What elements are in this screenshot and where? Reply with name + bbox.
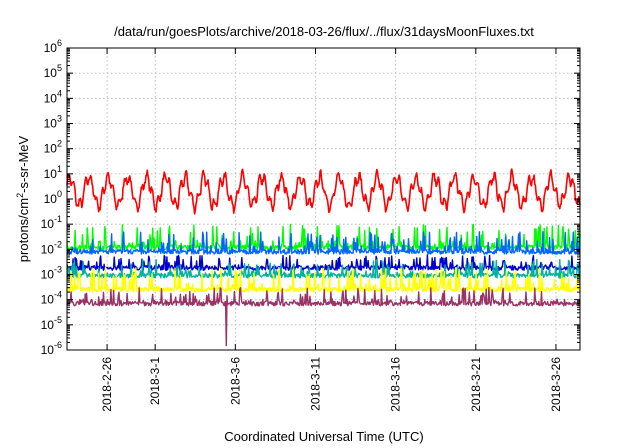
- y-tick-label: 10-3: [41, 265, 62, 282]
- x-tick-label: 2018-3-16: [389, 357, 403, 412]
- x-tick-label: 2018-3-21: [469, 357, 483, 412]
- series-line-3: [66, 231, 581, 255]
- x-tick-labels: 2018-2-26 2018-3-1 2018-3-6 2018-3-11 2018-3…: [100, 357, 563, 412]
- y-tick-label: 10-5: [41, 315, 62, 332]
- series-line-6: [66, 266, 581, 293]
- y-tick-label: 10-6: [41, 340, 62, 357]
- series-line-7: [66, 287, 581, 347]
- series-line-2: [66, 223, 581, 251]
- y-tick-label: 10-1: [41, 214, 62, 231]
- x-tick-label: 2018-3-1: [148, 357, 162, 405]
- series-line-1: [66, 168, 581, 215]
- chart-title: /data/run/goesPlots/archive/2018-03-26/f…: [114, 24, 534, 39]
- y-tick-label: 102: [44, 139, 62, 156]
- x-tick-label: 2018-3-6: [228, 357, 242, 405]
- y-axis-label-sup: 2: [15, 193, 25, 198]
- x-tick-label: 2018-3-11: [308, 357, 322, 411]
- y-axis-label: protons/cm2-s-sr-MeV: [15, 135, 31, 262]
- series-layer: [66, 168, 581, 347]
- y-tick-label: 10-2: [41, 239, 62, 256]
- x-tick-label: 2018-2-26: [100, 357, 114, 412]
- ticks: [67, 47, 580, 351]
- x-axis-label: Coordinated Universal Time (UTC): [224, 429, 423, 444]
- y-tick-label: 100: [44, 189, 62, 206]
- y-tick-labels: 10-6 10-5 10-4 10-3 10-2 10-1 100 101 102 103 104 1…: [41, 38, 62, 357]
- y-tick-label: 105: [44, 63, 62, 80]
- y-tick-label: 10-4: [41, 290, 62, 307]
- y-tick-label: 106: [44, 38, 62, 55]
- y-tick-label: 101: [44, 164, 62, 181]
- y-tick-label: 103: [44, 114, 62, 131]
- y-tick-label: 104: [44, 88, 62, 105]
- x-tick-label: 2018-3-26: [549, 357, 563, 412]
